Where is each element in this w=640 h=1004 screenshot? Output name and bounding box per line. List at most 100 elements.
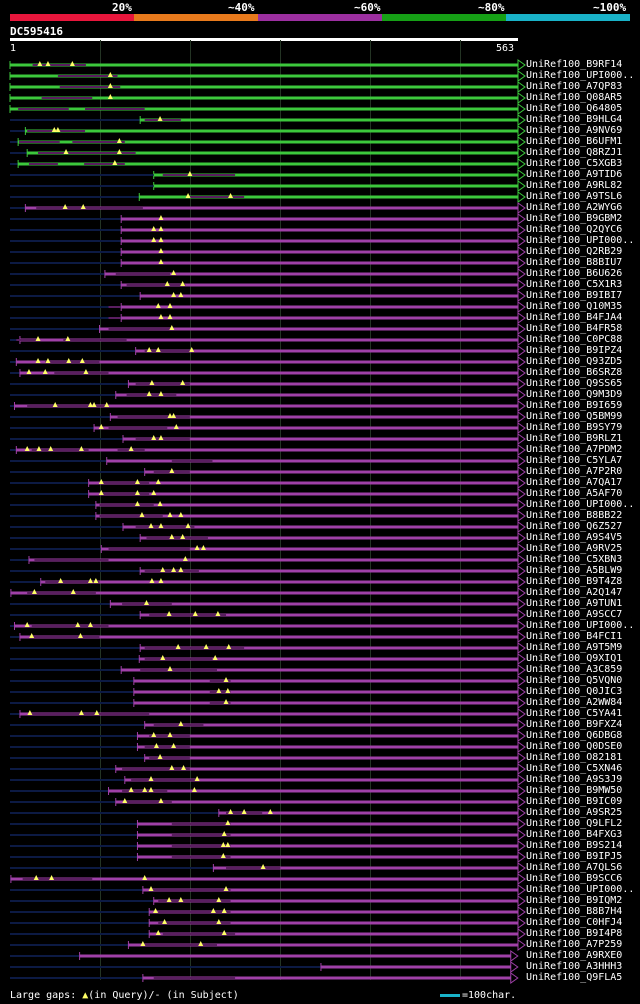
hit-row[interactable] — [10, 257, 526, 269]
hit-label[interactable]: UniRef100_B4FXG3 — [526, 829, 623, 840]
hit-row[interactable] — [10, 400, 526, 412]
hit-row[interactable] — [10, 972, 519, 984]
hit-label[interactable]: UniRef100_C0HFJ4 — [526, 917, 623, 928]
hit-label[interactable]: UniRef100_C5YLA7 — [526, 455, 623, 466]
hit-label[interactable]: UniRef100_Q5BM99 — [526, 411, 623, 422]
hit-label[interactable]: UniRef100_Q08AR5 — [526, 92, 623, 103]
hit-row[interactable] — [10, 697, 526, 709]
hit-row[interactable] — [10, 884, 526, 896]
hit-label[interactable]: UniRef100_Q0DSE0 — [526, 741, 623, 752]
hit-row[interactable] — [10, 620, 526, 632]
hit-label[interactable]: UniRef100_A9RV25 — [526, 543, 623, 554]
hit-label[interactable]: UniRef100_B9RF14 — [526, 59, 623, 70]
hit-row[interactable] — [10, 708, 526, 720]
hit-row[interactable] — [10, 301, 526, 313]
hit-row[interactable] — [10, 675, 526, 687]
hit-label[interactable]: UniRef100_B8B7H4 — [526, 906, 623, 917]
hit-label[interactable]: UniRef100_A9TID6 — [526, 169, 623, 180]
hit-row[interactable] — [9, 92, 526, 104]
hit-label[interactable]: UniRef100_A9RL82 — [526, 180, 623, 191]
hit-row[interactable] — [10, 114, 526, 126]
hit-label[interactable]: UniRef100_B4FCI1 — [526, 631, 623, 642]
hit-row[interactable] — [10, 906, 526, 918]
hit-label[interactable]: UniRef100_A5AF70 — [526, 488, 623, 499]
hit-row[interactable] — [10, 631, 526, 643]
hit-row[interactable] — [10, 334, 526, 346]
hit-row[interactable] — [10, 510, 526, 522]
hit-label[interactable]: UniRef100_A2WW84 — [526, 697, 623, 708]
hit-label[interactable]: UniRef100_A9TUN1 — [526, 598, 623, 609]
hit-label[interactable]: UniRef100_B9IPZ4 — [526, 345, 623, 356]
hit-row[interactable] — [10, 213, 526, 225]
hit-label[interactable]: UniRef100_B6U626 — [526, 268, 623, 279]
hit-label[interactable]: UniRef100_Q6Z527 — [526, 521, 623, 532]
hit-label[interactable]: UniRef100_B9S214 — [526, 840, 623, 851]
hit-label[interactable]: UniRef100_Q2RB29 — [526, 246, 623, 257]
hit-label[interactable]: UniRef100_B6SRZ8 — [526, 367, 623, 378]
hit-label[interactable]: UniRef100_B6UFM1 — [526, 136, 623, 147]
hit-row[interactable] — [10, 840, 526, 852]
hit-row[interactable] — [10, 598, 526, 610]
hit-row[interactable] — [10, 378, 526, 390]
hit-row[interactable] — [10, 136, 526, 148]
hit-row[interactable] — [10, 565, 526, 577]
hit-label[interactable]: UniRef100_B9T4Z8 — [526, 576, 623, 587]
hit-label[interactable]: UniRef100_B9IPJ5 — [526, 851, 623, 862]
hit-row[interactable] — [10, 323, 526, 335]
hit-label[interactable]: UniRef100_Q9XIQ1 — [526, 653, 623, 664]
hit-label[interactable]: UniRef100_A3C859 — [526, 664, 623, 675]
hit-row[interactable] — [9, 103, 526, 115]
hit-label[interactable]: UniRef100_UPI000.. — [526, 235, 635, 246]
hit-row[interactable] — [9, 59, 526, 71]
hit-row[interactable] — [10, 917, 526, 929]
hit-label[interactable]: UniRef100_B9FXZ4 — [526, 719, 623, 730]
hit-row[interactable] — [10, 961, 519, 973]
hit-label[interactable]: UniRef100_B4FR58 — [526, 323, 623, 334]
hit-row[interactable] — [10, 829, 526, 841]
hit-label[interactable]: UniRef100_B4FJA4 — [526, 312, 623, 323]
hit-row[interactable] — [10, 664, 526, 676]
hit-label[interactable]: UniRef100_A9TSL6 — [526, 191, 623, 202]
hit-label[interactable]: UniRef100_C5XGB3 — [526, 158, 623, 169]
hit-row[interactable] — [10, 312, 526, 324]
hit-row[interactable] — [10, 422, 526, 434]
hit-label[interactable]: UniRef100_A7P259 — [526, 939, 623, 950]
hit-label[interactable]: UniRef100_Q9FLA5 — [526, 972, 623, 983]
hit-label[interactable]: UniRef100_B9SCC6 — [526, 873, 623, 884]
hit-label[interactable]: UniRef100_Q93ZD5 — [526, 356, 623, 367]
hit-label[interactable]: UniRef100_Q10M35 — [526, 301, 623, 312]
hit-row[interactable] — [10, 862, 526, 874]
hit-row[interactable] — [10, 466, 526, 478]
hit-label[interactable]: UniRef100_B9I4P8 — [526, 928, 623, 939]
hit-label[interactable]: UniRef100_B9IBI7 — [526, 290, 623, 301]
hit-label[interactable]: UniRef100_A9RXE0 — [526, 950, 623, 961]
hit-label[interactable]: UniRef100_Q9LFL2 — [526, 818, 623, 829]
hit-label[interactable]: UniRef100_A9S3J9 — [526, 774, 623, 785]
hit-label[interactable]: UniRef100_Q9M3D9 — [526, 389, 623, 400]
hit-row[interactable] — [10, 576, 526, 588]
hit-row[interactable] — [10, 609, 526, 621]
hit-row[interactable] — [10, 785, 526, 797]
hit-label[interactable]: UniRef100_A9NV69 — [526, 125, 623, 136]
hit-label[interactable]: UniRef100_A7P2R0 — [526, 466, 623, 477]
hit-row[interactable] — [10, 554, 526, 566]
hit-label[interactable]: UniRef100_Q64805 — [526, 103, 623, 114]
hit-row[interactable] — [10, 774, 526, 786]
hit-row[interactable] — [10, 950, 519, 962]
hit-row[interactable] — [10, 807, 526, 819]
hit-label[interactable]: UniRef100_UPI000.. — [526, 620, 635, 631]
hit-label[interactable]: UniRef100_UPI000.. — [526, 884, 635, 895]
hit-row[interactable] — [10, 686, 526, 698]
hit-row[interactable] — [10, 796, 526, 808]
hit-label[interactable]: UniRef100_A2Q147 — [526, 587, 623, 598]
hit-row[interactable] — [10, 345, 526, 357]
hit-row[interactable] — [10, 752, 526, 764]
hit-label[interactable]: UniRef100_B9IC09 — [526, 796, 623, 807]
hit-row[interactable] — [10, 477, 526, 489]
hit-row[interactable] — [10, 180, 526, 192]
hit-label[interactable]: UniRef100_A3HHH3 — [526, 961, 623, 972]
hit-label[interactable]: UniRef100_A7QLS6 — [526, 862, 623, 873]
hit-label[interactable]: UniRef100_A9T5M9 — [526, 642, 623, 653]
hit-row[interactable] — [10, 147, 526, 159]
hit-label[interactable]: UniRef100_B9HLG4 — [526, 114, 623, 125]
